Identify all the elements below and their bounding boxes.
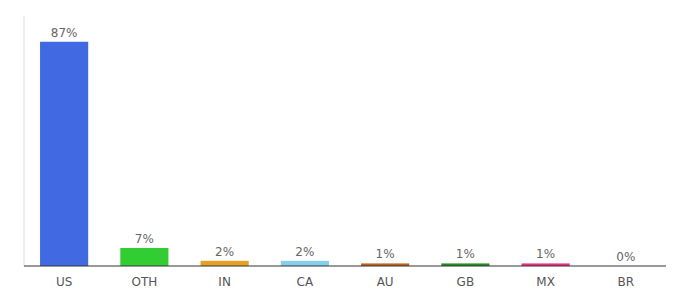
x-tick-label: BR [618,275,635,289]
x-tick-label: OTH [131,275,157,289]
x-axis-line [24,266,666,267]
chart-svg: 87% 7% 2% 2% 1% 1% 1% 0% US OTH IN CA AU GB MX BR [0,0,680,300]
x-tick-labels: US OTH IN CA AU GB MX BR [56,275,634,289]
data-label: 1% [376,247,395,261]
y-axis-line [24,16,25,266]
x-tick-label: IN [218,275,231,289]
x-tick-label: AU [377,275,394,289]
bar [201,261,249,266]
data-label: 0% [616,250,635,264]
x-tick-label: MX [536,275,555,289]
data-label: 2% [215,245,234,259]
x-tick-label: GB [457,275,475,289]
bar [120,248,168,266]
bars [40,42,570,266]
data-label: 7% [135,232,154,246]
bar [281,261,329,266]
x-tick-label: US [56,275,72,289]
data-label: 87% [51,26,78,40]
data-label: 2% [295,245,314,259]
chart-container: 87% 7% 2% 2% 1% 1% 1% 0% US OTH IN CA AU GB MX BR [0,0,680,300]
x-tick-label: CA [297,275,314,289]
data-label: 1% [536,247,555,261]
data-labels: 87% 7% 2% 2% 1% 1% 1% 0% [51,26,636,264]
bar [40,42,88,266]
data-label: 1% [456,247,475,261]
